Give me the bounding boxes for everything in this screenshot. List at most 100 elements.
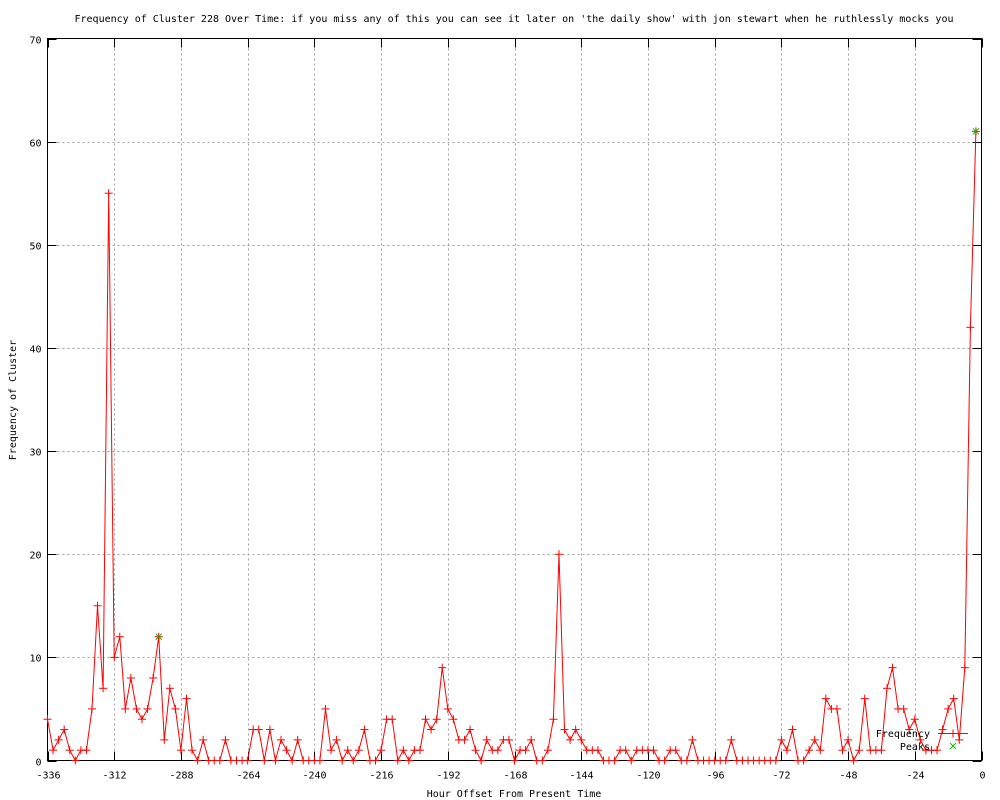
y-tick-label: 40 bbox=[29, 345, 41, 356]
x-tick-label: -72 bbox=[772, 771, 790, 782]
frequency-point bbox=[449, 715, 458, 724]
frequency-point bbox=[621, 746, 630, 755]
frequency-point bbox=[782, 746, 791, 755]
plot-frame bbox=[47, 38, 982, 761]
frequency-point bbox=[427, 725, 436, 734]
frequency-point bbox=[660, 756, 669, 765]
frequency-point bbox=[810, 735, 819, 744]
frequency-point bbox=[171, 704, 180, 713]
frequency-point bbox=[805, 746, 814, 755]
frequency-point bbox=[777, 735, 786, 744]
x-tick-label: -240 bbox=[302, 771, 326, 782]
frequency-point bbox=[860, 694, 869, 703]
frequency-point bbox=[966, 323, 975, 332]
frequency-point bbox=[254, 725, 263, 734]
frequency-point bbox=[849, 756, 858, 765]
x-tick-label: -120 bbox=[636, 771, 660, 782]
x-axis-label: Hour Offset From Present Time bbox=[427, 789, 602, 800]
frequency-point bbox=[771, 756, 780, 765]
frequency-point bbox=[682, 756, 691, 765]
frequency-point bbox=[354, 746, 363, 755]
frequency-point bbox=[593, 746, 602, 755]
frequency-point bbox=[271, 756, 280, 765]
frequency-point bbox=[816, 746, 825, 755]
y-tick-label: 10 bbox=[29, 654, 41, 665]
frequency-point bbox=[560, 725, 569, 734]
frequency-point bbox=[688, 735, 697, 744]
peak-point bbox=[155, 633, 163, 641]
frequency-point bbox=[399, 746, 408, 755]
frequency-line bbox=[47, 131, 977, 763]
frequency-point bbox=[949, 694, 958, 703]
frequency-point bbox=[327, 746, 336, 755]
frequency-point bbox=[377, 746, 386, 755]
frequency-point bbox=[671, 746, 680, 755]
frequency-point bbox=[126, 673, 135, 682]
frequency-point bbox=[243, 756, 252, 765]
frequency-point bbox=[87, 704, 96, 713]
frequency-point bbox=[466, 725, 475, 734]
frequency-point bbox=[955, 735, 964, 744]
x-tick-label: -144 bbox=[569, 771, 593, 782]
frequency-point bbox=[393, 756, 402, 765]
frequency-point bbox=[577, 735, 586, 744]
frequency-point bbox=[43, 715, 52, 724]
frequency-point bbox=[899, 704, 908, 713]
legend-label-peaks: Peaks bbox=[900, 742, 930, 753]
y-tick-label: 50 bbox=[29, 242, 41, 253]
x-tick-label: -168 bbox=[503, 771, 527, 782]
frequency-point bbox=[910, 715, 919, 724]
frequency-point bbox=[193, 756, 202, 765]
frequency-point bbox=[404, 756, 413, 765]
x-tick-label: -96 bbox=[706, 771, 724, 782]
frequency-point bbox=[99, 684, 108, 693]
frequency-point bbox=[504, 735, 513, 744]
frequency-point bbox=[649, 746, 658, 755]
frequency-point bbox=[82, 746, 91, 755]
frequency-point bbox=[343, 746, 352, 755]
frequency-point bbox=[905, 725, 914, 734]
peak-marker-b bbox=[155, 633, 163, 641]
frequency-point bbox=[293, 735, 302, 744]
frequency-point bbox=[521, 746, 530, 755]
y-tick-label: 60 bbox=[29, 139, 41, 150]
frequency-point bbox=[421, 715, 430, 724]
frequency-point bbox=[282, 746, 291, 755]
peak-point bbox=[972, 127, 980, 135]
frequency-point bbox=[65, 746, 74, 755]
frequency-point bbox=[543, 746, 552, 755]
frequency-point bbox=[432, 715, 441, 724]
legend-label-frequency: Frequency bbox=[876, 729, 930, 740]
frequency-point bbox=[721, 756, 730, 765]
x-tick-label: -264 bbox=[236, 771, 260, 782]
frequency-point bbox=[360, 725, 369, 734]
frequency-point bbox=[855, 746, 864, 755]
x-tick-label: 0 bbox=[979, 771, 985, 782]
frequency-point bbox=[832, 704, 841, 713]
frequency-point bbox=[215, 756, 224, 765]
frequency-point bbox=[138, 715, 147, 724]
frequency-point bbox=[799, 756, 808, 765]
frequency-point bbox=[838, 746, 847, 755]
frequency-point bbox=[538, 756, 547, 765]
frequency-point bbox=[388, 715, 397, 724]
frequency-point bbox=[176, 746, 185, 755]
frequency-point bbox=[349, 756, 358, 765]
x-tick-label: -312 bbox=[102, 771, 126, 782]
frequency-point bbox=[188, 746, 197, 755]
frequency-point bbox=[610, 756, 619, 765]
frequency-point bbox=[315, 756, 324, 765]
frequency-point bbox=[371, 756, 380, 765]
frequency-point bbox=[944, 704, 953, 713]
frequency-point bbox=[527, 735, 536, 744]
frequency-point bbox=[132, 704, 141, 713]
frequency-point bbox=[549, 715, 558, 724]
frequency-point bbox=[415, 746, 424, 755]
y-tick-label: 30 bbox=[29, 448, 41, 459]
frequency-point bbox=[115, 632, 124, 641]
frequency-point bbox=[916, 735, 925, 744]
frequency-point bbox=[482, 735, 491, 744]
frequency-point bbox=[443, 704, 452, 713]
frequency-point bbox=[493, 746, 502, 755]
